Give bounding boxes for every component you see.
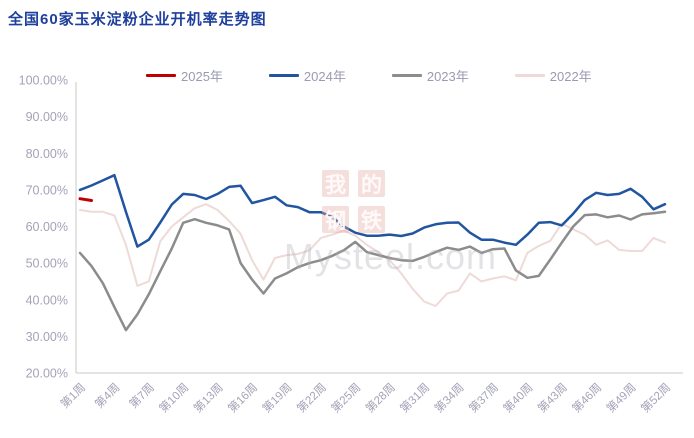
x-axis-tick-label: 第16周: [225, 380, 260, 415]
x-axis-tick-label: 第19周: [259, 380, 294, 415]
y-axis-tick-label: 80.00%: [26, 147, 68, 161]
x-axis-tick-label: 第4周: [92, 380, 123, 411]
x-axis-tick-label: 第31周: [397, 380, 432, 415]
legend-label-2024: 2024年: [303, 69, 346, 84]
x-axis-tick-label: 第34周: [431, 380, 466, 415]
x-axis-tick-label: 第22周: [294, 380, 329, 415]
y-axis-tick-label: 90.00%: [26, 110, 68, 124]
chart-title: 全国60家玉米淀粉企业开机率走势图: [8, 11, 267, 28]
y-axis-tick-label: 100.00%: [19, 74, 68, 88]
legend-item-2024: 2024年: [268, 66, 346, 85]
legend-item-2023: 2023年: [391, 66, 469, 85]
series-line-2025: [78, 197, 93, 202]
x-axis-tick-label: 第49周: [603, 380, 638, 415]
x-axis-tick-label: 第1周: [57, 380, 88, 411]
legend-swatch-2025: [146, 74, 176, 77]
x-axis-tick-label: 第37周: [466, 380, 501, 415]
x-axis-tick-label: 第46周: [569, 380, 604, 415]
x-axis-tick-label: 第40周: [500, 380, 535, 415]
chart-legend: 2025年 2024年 2023年 2022年: [146, 66, 592, 85]
y-axis-tick-label: 30.00%: [26, 330, 68, 344]
series-line-2024: [78, 173, 667, 248]
y-axis-tick-label: 50.00%: [26, 257, 68, 271]
series-line-2022: [79, 203, 666, 307]
x-axis-tick-label: 第43周: [535, 380, 570, 415]
legend-swatch-2022: [514, 74, 545, 77]
y-axis-tick-label: 20.00%: [26, 367, 68, 381]
x-axis-tick-label: 第52周: [638, 380, 673, 415]
x-axis-tick-label: 第10周: [156, 380, 191, 415]
x-axis-tick-label: 第25周: [328, 380, 363, 415]
legend-label-2025: 2025年: [181, 69, 223, 84]
series-line-2023: [78, 210, 667, 332]
x-axis-tick-label: 第13周: [191, 380, 226, 415]
x-axis-tick-label: 第28周: [363, 380, 398, 415]
legend-item-2025: 2025年: [146, 66, 223, 85]
y-axis-tick-label: 60.00%: [26, 220, 68, 234]
y-axis-tick-label: 70.00%: [26, 183, 68, 197]
x-axis-tick-label: 第7周: [126, 380, 157, 411]
legend-swatch-2024: [268, 74, 299, 77]
legend-label-2023: 2023年: [426, 69, 469, 84]
y-axis-tick-label: 40.00%: [26, 293, 68, 307]
legend-swatch-2023: [391, 74, 422, 77]
legend-label-2022: 2022年: [549, 69, 592, 84]
legend-item-2022: 2022年: [514, 66, 592, 85]
